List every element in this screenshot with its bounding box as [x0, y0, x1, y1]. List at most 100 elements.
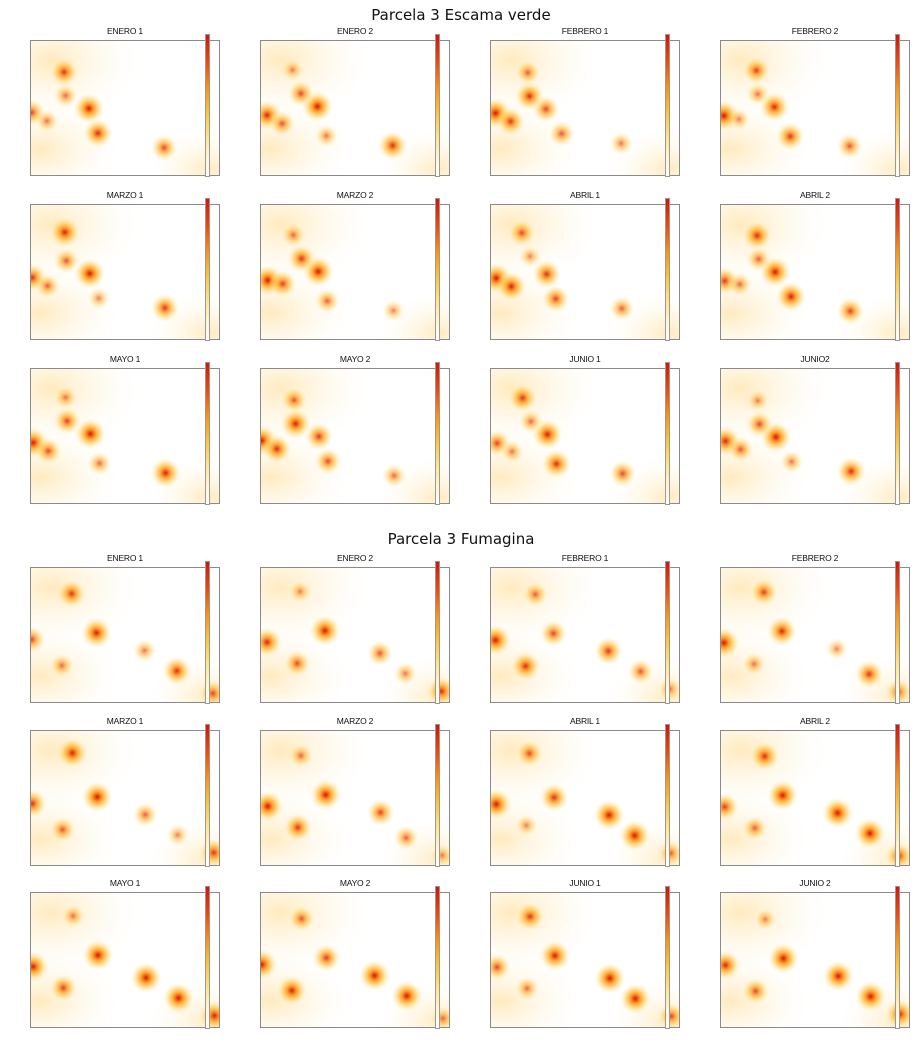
heatmap-plot	[720, 567, 910, 703]
colorbar-fill	[896, 887, 899, 1028]
heatmap-hotspot	[821, 797, 854, 829]
heatmap-panel: MARZO 1	[8, 716, 233, 881]
heatmap-hotspot	[593, 799, 625, 831]
heatmap-hotspot	[518, 409, 544, 434]
heatmap-plot	[720, 204, 910, 340]
heatmap-hotspot	[825, 637, 849, 661]
heatmap-hotspot	[854, 659, 884, 689]
heatmap-panel: JUNIO2	[698, 354, 922, 519]
colorbar-fill	[436, 199, 439, 340]
heatmap-wash	[721, 568, 830, 647]
heatmap-panel: ENERO 2	[238, 26, 463, 191]
heatmap-svg	[721, 731, 909, 865]
section-title-escama: Parcela 3 Escama verde	[371, 6, 551, 24]
panel-title: ABRIL 1	[570, 716, 600, 726]
heatmap-svg	[261, 205, 449, 339]
heatmap-hotspot	[500, 439, 524, 464]
heatmap-hotspot	[61, 904, 86, 928]
heatmap-plot	[260, 40, 450, 176]
heatmap-hotspot	[280, 387, 308, 414]
heatmap-hotspot	[745, 246, 772, 272]
heatmap-hotspot	[283, 649, 311, 677]
heatmap-plot	[720, 368, 910, 504]
heatmap-hotspot	[49, 973, 78, 1002]
heatmap-hotspot	[514, 976, 540, 1001]
panel-title: ENERO 1	[107, 26, 143, 36]
heatmap-panel: MAYO 1	[8, 354, 233, 519]
panel-title: MARZO 1	[106, 716, 144, 726]
heatmap-panel: ENERO 2	[238, 553, 463, 718]
panel-title: ENERO 2	[337, 26, 373, 36]
heatmap-hotspot	[261, 790, 284, 823]
heatmap-hotspot	[82, 939, 114, 971]
heatmap-hotspot	[314, 124, 339, 148]
colorbar	[895, 198, 900, 341]
heatmap-hotspot	[491, 624, 512, 656]
heatmap-hotspot	[381, 463, 407, 488]
heatmap-hotspot	[495, 271, 527, 302]
heatmap-hotspot	[268, 110, 296, 137]
heatmap-hotspot	[73, 92, 105, 125]
colorbar	[435, 34, 440, 177]
colorbar-fill	[206, 562, 209, 703]
heatmap-hotspot	[130, 961, 162, 994]
heatmap-plot	[490, 892, 680, 1028]
heatmap-hotspot	[31, 625, 46, 654]
heatmap-plot	[260, 368, 450, 504]
colorbar-fill	[206, 35, 209, 176]
heatmap-hotspot	[132, 638, 157, 663]
colorbar-fill	[666, 725, 669, 866]
heatmap-hotspot	[619, 982, 652, 1015]
heatmap-svg	[261, 369, 449, 503]
heatmap-wash	[261, 568, 370, 647]
colorbar-fill	[206, 725, 209, 866]
panel-title: FEBRERO 1	[561, 26, 609, 36]
heatmap-plot	[30, 40, 220, 176]
heatmap-plot	[260, 730, 450, 866]
colorbar-fill	[896, 199, 899, 340]
panel-title: MARZO 2	[336, 190, 374, 200]
heatmap-hotspot	[366, 798, 395, 827]
heatmap-hotspot	[593, 636, 623, 666]
heatmap-hotspot	[491, 953, 511, 981]
heatmap-plot	[720, 892, 910, 1028]
heatmap-svg	[721, 369, 909, 503]
heatmap-svg	[491, 568, 679, 702]
heatmap-hotspot	[766, 779, 799, 812]
heatmap-panel: JUNIO 1	[468, 354, 693, 519]
heatmap-hotspot	[541, 449, 572, 479]
heatmap-hotspot	[515, 902, 545, 932]
heatmap-panel: MARZO 2	[238, 190, 463, 355]
colorbar	[895, 362, 900, 505]
colorbar-fill	[436, 562, 439, 703]
colorbar	[895, 886, 900, 1029]
heatmap-wash	[609, 293, 679, 339]
heatmap-panel: ABRIL 2	[698, 190, 922, 355]
heatmap-hotspot	[57, 579, 87, 609]
colorbar-fill	[896, 35, 899, 176]
heatmap-hotspot	[393, 661, 418, 686]
heatmap-hotspot	[515, 739, 544, 768]
heatmap-hotspot	[741, 977, 770, 1005]
panel-title: MARZO 1	[106, 190, 144, 200]
heatmap-hotspot	[491, 788, 513, 820]
heatmap-wash	[839, 129, 909, 175]
colorbar	[435, 561, 440, 704]
colorbar	[205, 34, 210, 177]
colorbar-fill	[666, 199, 669, 340]
heatmap-hotspot	[53, 83, 78, 108]
heatmap-svg	[31, 369, 219, 503]
colorbar-fill	[206, 363, 209, 504]
heatmap-hotspot	[775, 121, 805, 151]
heatmap-hotspot	[34, 109, 59, 133]
heatmap-panel: MAYO 2	[238, 354, 463, 519]
heatmap-panel: MAYO 2	[238, 878, 463, 1043]
heatmap-hotspot	[510, 651, 541, 682]
heatmap-wash	[31, 568, 140, 647]
colorbar	[665, 886, 670, 1029]
heatmap-hotspot	[515, 59, 541, 86]
heatmap-hotspot	[31, 951, 49, 983]
colorbar-fill	[436, 725, 439, 866]
heatmap-svg	[31, 205, 219, 339]
heatmap-wash	[839, 457, 909, 503]
